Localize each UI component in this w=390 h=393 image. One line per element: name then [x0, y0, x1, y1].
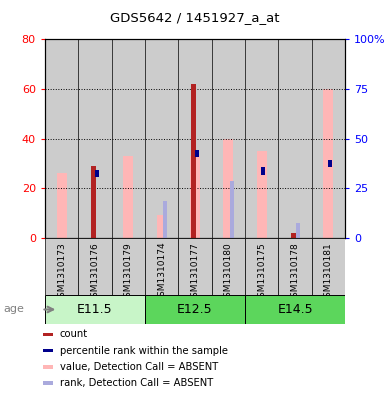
Text: GSM1310180: GSM1310180: [224, 242, 233, 303]
Bar: [323, 89, 333, 238]
Bar: [94, 169, 99, 177]
Text: GSM1310181: GSM1310181: [324, 242, 333, 303]
Text: E12.5: E12.5: [177, 303, 213, 316]
Text: GSM1310173: GSM1310173: [57, 242, 66, 303]
Text: GSM1310175: GSM1310175: [257, 242, 266, 303]
Bar: [178, 238, 212, 295]
Bar: [312, 39, 345, 238]
Bar: [278, 238, 312, 295]
Bar: [245, 295, 345, 324]
Text: count: count: [60, 329, 88, 339]
Bar: [43, 365, 53, 369]
Bar: [43, 332, 53, 336]
Bar: [291, 233, 296, 238]
Bar: [112, 238, 145, 295]
Bar: [43, 381, 53, 385]
Bar: [145, 39, 178, 238]
Bar: [78, 39, 112, 238]
Text: GSM1310176: GSM1310176: [90, 242, 99, 303]
Text: age: age: [3, 305, 24, 314]
Bar: [157, 215, 167, 238]
Bar: [261, 167, 266, 174]
Text: E11.5: E11.5: [77, 303, 113, 316]
Text: value, Detection Call = ABSENT: value, Detection Call = ABSENT: [60, 362, 218, 372]
Bar: [328, 160, 332, 167]
Bar: [145, 238, 178, 295]
Bar: [78, 238, 112, 295]
Text: GDS5642 / 1451927_a_at: GDS5642 / 1451927_a_at: [110, 11, 280, 24]
Bar: [230, 181, 234, 238]
Text: percentile rank within the sample: percentile rank within the sample: [60, 345, 227, 356]
Bar: [223, 138, 233, 238]
Bar: [296, 223, 300, 238]
Bar: [112, 39, 145, 238]
Bar: [245, 238, 278, 295]
Bar: [278, 39, 312, 238]
Bar: [45, 295, 145, 324]
Bar: [191, 84, 196, 238]
Bar: [45, 238, 78, 295]
Bar: [212, 238, 245, 295]
Bar: [195, 150, 199, 157]
Text: GSM1310174: GSM1310174: [157, 242, 166, 302]
Text: GSM1310178: GSM1310178: [291, 242, 300, 303]
Bar: [178, 39, 212, 238]
Bar: [312, 238, 345, 295]
Bar: [190, 156, 200, 238]
Bar: [123, 156, 133, 238]
Bar: [45, 39, 78, 238]
Bar: [257, 151, 267, 238]
Bar: [212, 39, 245, 238]
Bar: [57, 173, 67, 238]
Bar: [91, 166, 96, 238]
Text: E14.5: E14.5: [277, 303, 313, 316]
Text: GSM1310177: GSM1310177: [190, 242, 200, 303]
Bar: [145, 295, 245, 324]
Bar: [163, 200, 167, 238]
Bar: [245, 39, 278, 238]
Text: GSM1310179: GSM1310179: [124, 242, 133, 303]
Bar: [43, 349, 53, 352]
Text: rank, Detection Call = ABSENT: rank, Detection Call = ABSENT: [60, 378, 213, 388]
